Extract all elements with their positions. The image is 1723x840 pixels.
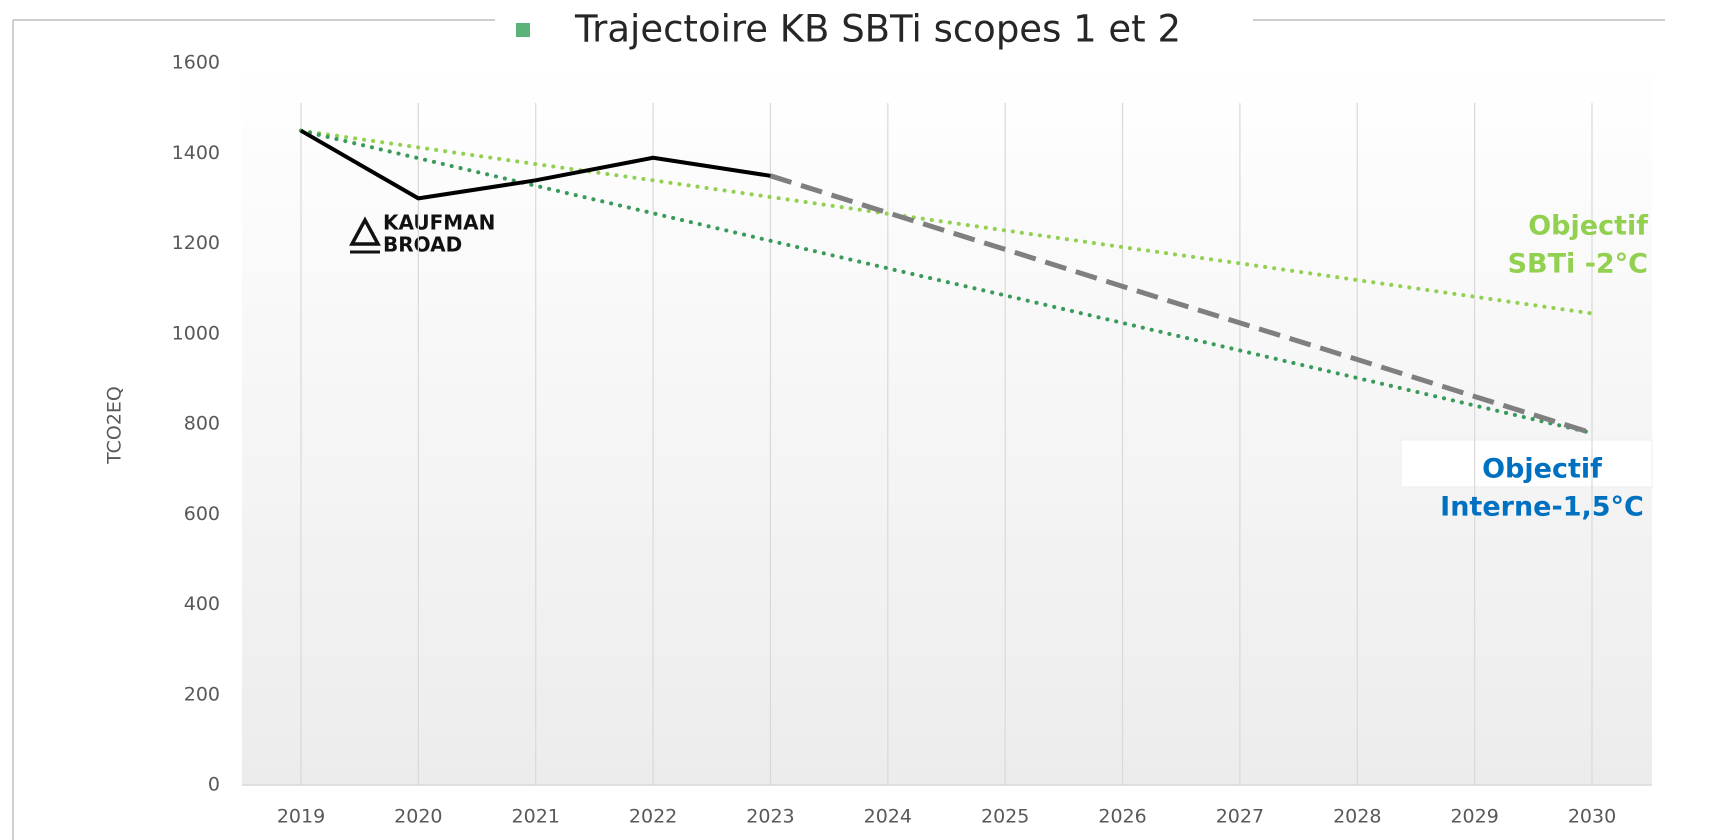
y-tick-label: 200 (184, 683, 220, 705)
logo: KAUFMAN BROAD (349, 211, 495, 257)
x-tick-label: 2030 (1568, 806, 1616, 828)
title-bullet (516, 23, 530, 37)
plot-background (242, 63, 1652, 785)
series-line (299, 128, 1594, 316)
series-line (299, 128, 1594, 436)
y-tick-label: 1600 (172, 52, 220, 74)
y-tick-label: 1000 (172, 322, 220, 344)
x-tick-label: 2029 (1450, 806, 1498, 828)
series-line (300, 128, 771, 201)
annotation: SBTi -2°C (1508, 249, 1648, 280)
y-tick-label: 1200 (172, 232, 220, 254)
x-tick-label: 2019 (277, 806, 325, 828)
x-tick-label: 2026 (1098, 806, 1146, 828)
annotation: Objectif (1482, 454, 1602, 485)
logo-icon (349, 216, 381, 246)
annotation: Objectif (1528, 211, 1648, 242)
x-tick-label: 2028 (1333, 806, 1381, 828)
x-tick-label: 2025 (981, 806, 1029, 828)
annotation: Interne-1,5°C (1440, 492, 1644, 523)
x-tick-label: 2024 (864, 806, 912, 828)
x-tick-label: 2022 (629, 806, 677, 828)
y-tick-label: 400 (184, 593, 220, 615)
x-tick-label: 2027 (1216, 806, 1264, 828)
y-tick-label: 800 (184, 413, 220, 435)
y-tick-label: 600 (184, 503, 220, 525)
y-tick-label: 1400 (172, 142, 220, 164)
y-tick-label: 0 (208, 774, 220, 796)
y-axis-label: TCO2EQ (104, 386, 126, 465)
x-tick-label: 2020 (394, 806, 442, 828)
annotation-box (1400, 439, 1653, 488)
logo-text: BROAD (383, 233, 462, 257)
x-tick-label: 2023 (746, 806, 794, 828)
logo-text: KAUFMAN (383, 211, 495, 235)
series-line (769, 173, 1593, 436)
x-tick-label: 2021 (512, 806, 560, 828)
chart-title: Trajectoire KB SBTi scopes 1 et 2 (574, 8, 1181, 51)
